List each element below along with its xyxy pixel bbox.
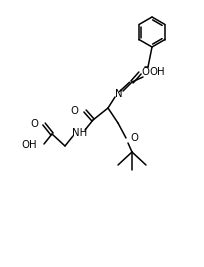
Text: OH: OH	[21, 140, 37, 150]
Text: O: O	[130, 133, 138, 143]
Text: NH: NH	[72, 128, 88, 138]
Text: O: O	[141, 67, 149, 77]
Text: OH: OH	[149, 67, 165, 77]
Text: O: O	[30, 119, 38, 129]
Text: O: O	[70, 106, 78, 116]
Text: N: N	[115, 89, 123, 99]
